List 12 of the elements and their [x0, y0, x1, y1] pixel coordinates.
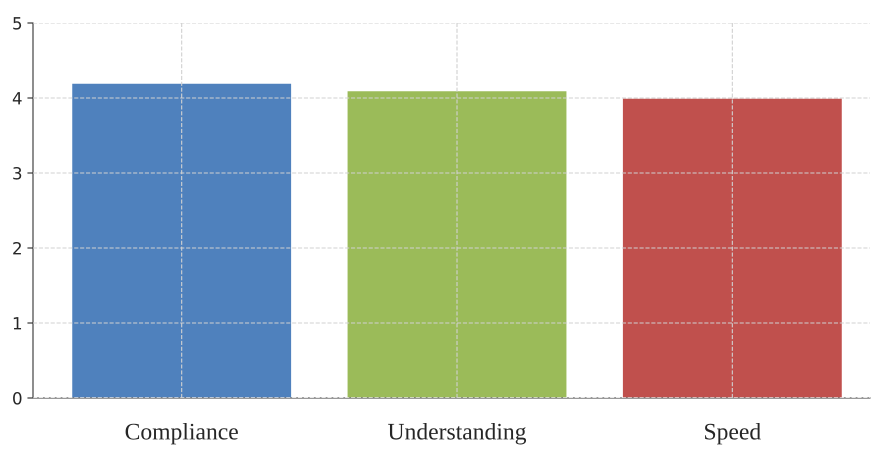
y-tick-label: 5 [13, 17, 22, 30]
y-tick-label: 0 [13, 392, 22, 405]
y-tick-label: 4 [12, 92, 22, 104]
x-tick-label: Speed [705, 423, 761, 444]
y-tick-label: 2 [13, 242, 21, 254]
bar [346, 90, 568, 398]
y-tick-label: 3 [13, 166, 22, 180]
x-tick-label: Understanding [388, 423, 526, 444]
bar [622, 97, 844, 398]
x-tick-label: Compliance [126, 423, 238, 444]
y-tick-label: 1 [14, 317, 22, 330]
bar [70, 82, 293, 398]
